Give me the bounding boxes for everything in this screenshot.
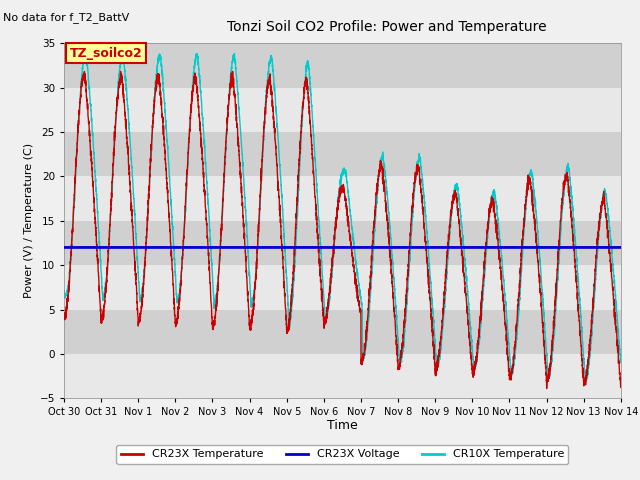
Legend: CR23X Temperature, CR23X Voltage, CR10X Temperature: CR23X Temperature, CR23X Voltage, CR10X … [116,445,568,464]
Title: Tonzi Soil CO2 Profile: Power and Temperature: Tonzi Soil CO2 Profile: Power and Temper… [227,20,547,34]
Bar [64,265,621,310]
Bar [64,221,621,265]
Bar [64,354,621,398]
X-axis label: Time: Time [327,419,358,432]
Bar [64,132,621,176]
Bar [64,176,621,221]
Y-axis label: Power (V) / Temperature (C): Power (V) / Temperature (C) [24,143,34,299]
Bar [64,87,621,132]
Text: TZ_soilco2: TZ_soilco2 [70,47,142,60]
Bar [64,310,621,354]
Bar [64,43,621,87]
Text: No data for f_T2_BattV: No data for f_T2_BattV [3,12,129,23]
